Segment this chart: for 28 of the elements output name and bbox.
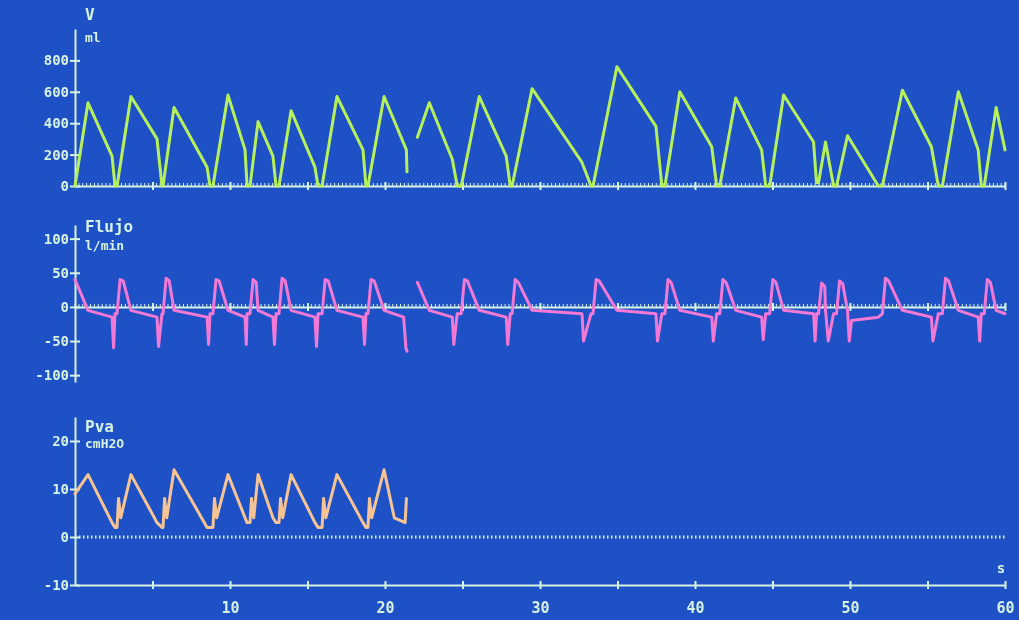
y-tick-label: -10: [43, 576, 69, 593]
y-tick-label: 0: [60, 177, 69, 194]
y-tick-label: 200: [43, 146, 69, 163]
y-tick-label: -50: [43, 333, 69, 350]
chart-title: V: [85, 5, 95, 24]
y-axis-title: ml: [85, 30, 101, 45]
y-axis-title: cmH2O: [85, 436, 125, 451]
y-tick-label: 400: [43, 115, 69, 132]
x-tick-label: 60: [996, 598, 1015, 617]
y-axis-title: l/min: [85, 238, 125, 253]
y-tick-label: 800: [43, 52, 69, 69]
chart-title: Flujo: [85, 217, 134, 236]
x-tick-label: 10: [221, 598, 240, 617]
line-series: [73, 468, 408, 529]
x-tick-label: 40: [686, 598, 705, 617]
y-tick-label: 0: [60, 528, 69, 545]
y-tick-label: 10: [52, 480, 69, 497]
y-tick-label: 20: [52, 432, 69, 449]
x-tick-label: 50: [841, 598, 860, 617]
x-tick-label: 20: [376, 598, 395, 617]
x-tick-label: 30: [531, 598, 550, 617]
chart-title: Pva: [85, 417, 114, 436]
y-tick-label: 0: [60, 298, 69, 315]
y-tick-label: 100: [43, 230, 69, 247]
y-tick-label: 50: [52, 264, 69, 281]
x-axis-title: s: [996, 560, 1006, 576]
y-tick-label: -100: [35, 367, 69, 384]
y-tick-label: 600: [43, 83, 69, 100]
